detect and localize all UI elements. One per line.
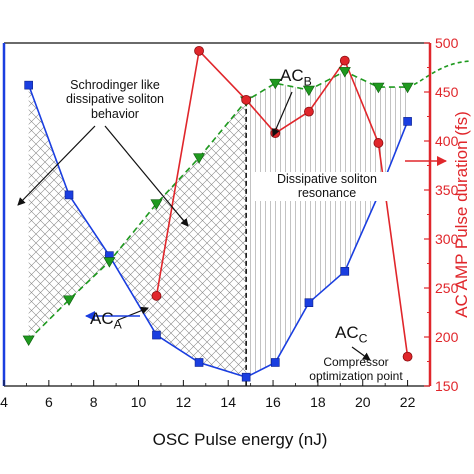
green-point [302, 85, 315, 97]
annotation-arrows [17, 91, 447, 361]
crosshatch-region [28, 85, 247, 378]
blue-point [241, 372, 251, 382]
y-right-tick-label: 500 [435, 35, 459, 51]
x-tick-label: 16 [265, 394, 281, 410]
blue-point [152, 330, 161, 340]
red-point [402, 351, 413, 362]
x-tick-label: 18 [310, 394, 326, 410]
green-point [338, 67, 351, 78]
label-compressor-line1: Compressor [323, 355, 389, 369]
region-label-schrodinger-line2: dissipative soliton [66, 92, 164, 107]
x-tick-label: 6 [45, 394, 53, 410]
y-right-tick-label: 350 [435, 182, 459, 198]
region-label-schrodinger: Schrodinger like dissipative soliton beh… [40, 78, 190, 121]
x-tick-label: 20 [355, 394, 371, 410]
blue-point [340, 267, 350, 276]
green-trend-extension [407, 60, 471, 88]
region-label-resonance: Dissipative soliton resonance [252, 172, 402, 201]
y-right-tick-label: 450 [435, 84, 459, 100]
vertical-stripe-region [246, 71, 408, 378]
label-ac-b-main: AC [280, 66, 304, 85]
arrow-to-ac-a [117, 306, 149, 321]
red-point [151, 290, 162, 301]
label-ac-c: ACC [335, 323, 367, 345]
y-right-tick-label: 200 [435, 329, 459, 345]
red-point [241, 94, 252, 105]
label-ac-b-sub: B [303, 74, 312, 89]
red-series-line [155, 49, 409, 357]
axes: 4 6 8 10 12 14 16 18 20 22 150 200 250 300 350 400 450 50… [0, 35, 471, 449]
arrow-to-left-region [17, 125, 96, 206]
region-label-resonance-line2: resonance [297, 186, 357, 201]
x-tick-label: 22 [400, 394, 416, 410]
green-point [150, 199, 163, 210]
y-right-axis-title: AC AMP Pulse duration (fs) [452, 111, 471, 318]
red-point [339, 55, 350, 66]
green-point [63, 295, 76, 306]
label-ac-a-sub: A [113, 317, 122, 332]
x-tick-label: 12 [176, 394, 192, 410]
green-point [193, 153, 206, 164]
blue-point [194, 358, 204, 367]
label-compressor: Compressor optimization point [296, 355, 416, 384]
region-label-schrodinger-line1: Schrodinger like [70, 78, 160, 92]
arrow-to-ac-c [351, 346, 371, 361]
arrow-to-ac-b [272, 91, 293, 137]
blue-point [24, 80, 33, 90]
y-right-tick-label: 150 [435, 378, 459, 394]
label-ac-b: ACB [280, 66, 312, 88]
green-point [103, 257, 116, 268]
label-ac-a-main: AC [90, 309, 114, 328]
y-right-tick-label: 300 [435, 231, 459, 247]
region-label-resonance-line1: Dissipative soliton [276, 172, 378, 186]
green-point [22, 335, 35, 347]
blue-point [304, 298, 314, 308]
x-tick-label: 14 [220, 394, 236, 410]
blue-point [403, 117, 412, 126]
blue-point [64, 190, 74, 200]
blue-point [270, 358, 280, 367]
y-right-tick-label: 400 [435, 133, 459, 149]
label-ac-a: ACA [90, 309, 122, 331]
green-point [401, 82, 414, 94]
label-ac-c-main: AC [335, 323, 359, 342]
red-point [194, 45, 204, 56]
x-tick-label: 10 [131, 394, 147, 410]
label-ac-c-sub: C [358, 331, 368, 346]
shaded-regions [28, 71, 408, 386]
x-axis-title: OSC Pulse energy (nJ) [153, 430, 328, 449]
y-right-tick-label: 250 [435, 280, 459, 296]
green-point [269, 78, 282, 90]
series-layer [22, 45, 471, 382]
red-point [304, 106, 314, 117]
x-tick-label: 4 [0, 394, 8, 410]
arrow-to-crosshatch [104, 125, 189, 227]
x-tick-label: 8 [90, 394, 98, 410]
red-point [373, 138, 384, 148]
green-point [372, 82, 385, 94]
region-label-schrodinger-line3: behavior [91, 106, 139, 121]
label-compressor-line2: optimization point [309, 368, 403, 383]
